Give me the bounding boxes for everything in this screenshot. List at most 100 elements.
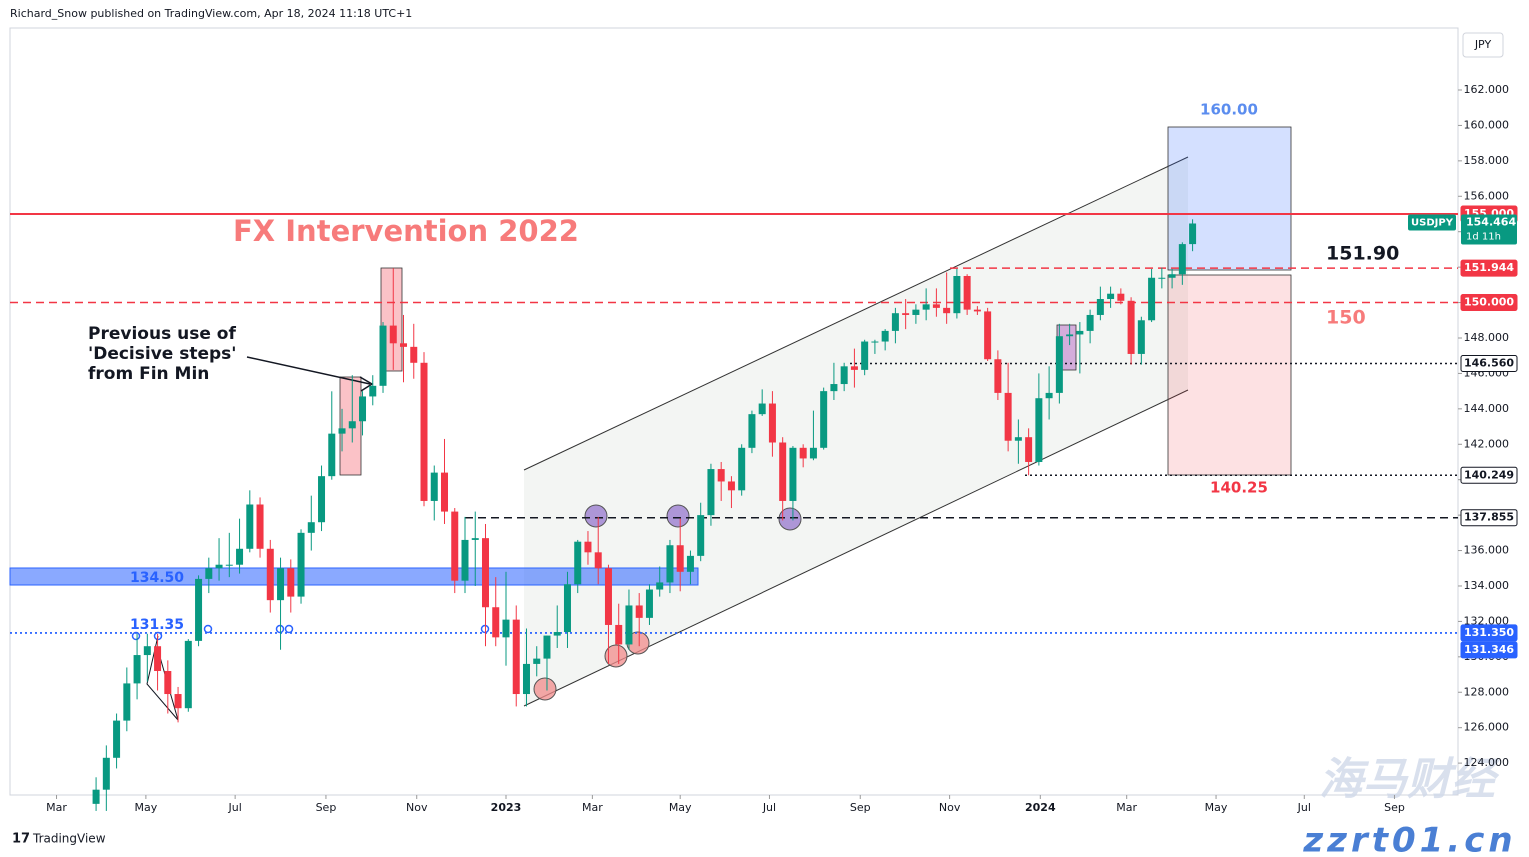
x-tick-label: May <box>1205 801 1228 814</box>
candle-body <box>1066 334 1074 337</box>
footer-brand: TradingView <box>32 832 106 846</box>
currency-box[interactable] <box>1462 32 1504 58</box>
candle-body <box>943 307 951 314</box>
candle-body <box>1004 392 1012 441</box>
x-tick-label: Jul <box>228 801 242 814</box>
candle-body <box>461 539 469 581</box>
candle-body <box>215 564 223 569</box>
support-zone <box>9 567 699 586</box>
last-price-box <box>1461 214 1517 245</box>
candle-body <box>1189 223 1197 245</box>
candle-body <box>615 624 623 645</box>
x-tick-label: Jul <box>762 801 776 814</box>
candle-body <box>1035 398 1043 462</box>
candle-body <box>297 532 305 597</box>
y-tick-label: 148.000 <box>1464 331 1510 344</box>
annotation: 151.90 <box>1326 243 1399 265</box>
candle-body <box>420 362 428 501</box>
price-label: 131.350 <box>1464 626 1514 639</box>
x-tick-label: May <box>669 801 692 814</box>
candle-body <box>266 548 274 601</box>
price-label: 146.560 <box>1464 356 1514 369</box>
candle-body <box>1025 437 1033 462</box>
currency: JPY <box>1474 38 1492 51</box>
candle-body <box>861 341 869 370</box>
candle-body <box>328 433 336 477</box>
candle-body <box>1076 330 1084 335</box>
price-label-box <box>1460 641 1518 659</box>
candle-body <box>430 472 438 501</box>
candle-body <box>307 522 315 533</box>
candle-body <box>318 476 326 523</box>
target-box <box>1167 126 1292 271</box>
annotation: FX Intervention 2022 <box>233 214 579 248</box>
candle-body <box>481 538 489 608</box>
candle-body <box>871 341 879 343</box>
candle-body <box>359 396 367 422</box>
x-tick-label: Jul <box>1297 801 1311 814</box>
candle-body <box>533 658 541 664</box>
candle-body <box>707 469 715 516</box>
candle-body <box>850 366 858 370</box>
y-tick-label: 126.000 <box>1464 721 1510 734</box>
candle-body <box>963 275 971 310</box>
price-label-box <box>1460 624 1518 642</box>
x-tick-label: 2024 <box>1025 801 1056 814</box>
marker <box>604 644 628 668</box>
y-tick-label: 160.000 <box>1464 118 1510 131</box>
candle-body <box>441 472 449 512</box>
y-tick-label: 128.000 <box>1464 685 1510 698</box>
candle-body <box>635 605 643 618</box>
candle-body <box>369 385 377 397</box>
arrow <box>246 356 371 385</box>
countdown: 1d 11h <box>1466 231 1501 242</box>
candle-body <box>604 568 612 625</box>
price-label-box <box>1460 259 1518 277</box>
candle-body <box>1148 277 1156 321</box>
x-tick-label: Sep <box>316 801 337 814</box>
candle-body <box>102 757 110 790</box>
candle-body <box>574 541 582 585</box>
candle-body <box>697 515 705 556</box>
y-tick-label: 142.000 <box>1464 437 1510 450</box>
logo-mark: 17 <box>12 832 30 847</box>
candle-body <box>512 619 520 695</box>
candle-body <box>1107 293 1115 300</box>
candle-body <box>922 304 930 310</box>
candle-body <box>820 391 828 448</box>
candle-body <box>400 343 408 347</box>
candle-body <box>123 683 131 721</box>
candle-body <box>471 538 479 540</box>
y-tick-label: 136.000 <box>1464 544 1510 557</box>
candle-body <box>953 275 961 314</box>
candle-body <box>1158 277 1166 279</box>
candle-body <box>1055 336 1063 393</box>
x-tick-label: Sep <box>1384 801 1405 814</box>
candle-body <box>379 325 387 386</box>
marker <box>778 507 802 531</box>
price-label: 140.249 <box>1464 468 1514 481</box>
candle-body <box>348 421 356 429</box>
annotation: Previous use of <box>88 324 236 344</box>
candle-body <box>389 325 397 344</box>
candle-body <box>656 582 664 590</box>
candle-body <box>830 384 838 392</box>
candle-body <box>1168 274 1176 278</box>
annotation: from Fin Min <box>88 364 209 384</box>
x-tick-label: 2023 <box>491 801 522 814</box>
arrow-head <box>359 376 374 392</box>
candle-body <box>92 789 100 804</box>
price-label: 151.944 <box>1464 261 1514 274</box>
candle-body <box>594 552 602 569</box>
candle-body <box>164 671 172 695</box>
candle-body <box>246 504 254 549</box>
candle-body <box>502 619 510 638</box>
candle-body <box>932 304 940 308</box>
y-tick-label: 156.000 <box>1464 189 1510 202</box>
candle-body <box>902 313 910 315</box>
annotation: 160.00 <box>1200 101 1258 119</box>
candle-body <box>748 414 756 448</box>
touch-point <box>284 624 294 634</box>
last-price: 154.464 <box>1466 215 1516 228</box>
